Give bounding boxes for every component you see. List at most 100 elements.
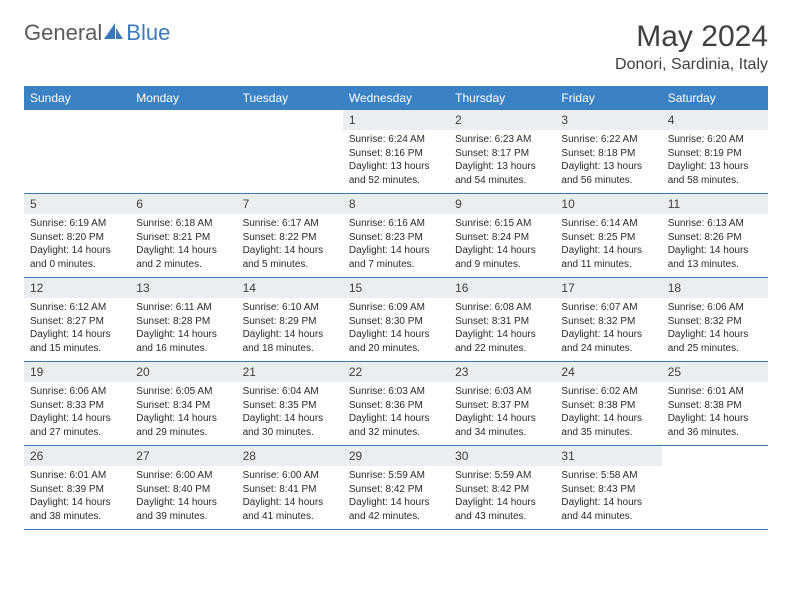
week-row: 5Sunrise: 6:19 AMSunset: 8:20 PMDaylight… — [24, 194, 768, 278]
week-row: 19Sunrise: 6:06 AMSunset: 8:33 PMDayligh… — [24, 362, 768, 446]
sunrise-text: Sunrise: 6:06 AM — [668, 301, 762, 315]
day-content: Sunrise: 5:58 AMSunset: 8:43 PMDaylight:… — [555, 466, 661, 529]
daylight-text: Daylight: 14 hours and 20 minutes. — [349, 328, 443, 355]
daylight-text: Daylight: 14 hours and 35 minutes. — [561, 412, 655, 439]
daylight-text: Daylight: 14 hours and 9 minutes. — [455, 244, 549, 271]
day-number: 31 — [555, 446, 661, 466]
sunset-text: Sunset: 8:20 PM — [30, 231, 124, 245]
day-content: Sunrise: 6:15 AMSunset: 8:24 PMDaylight:… — [449, 214, 555, 277]
sunrise-text: Sunrise: 6:01 AM — [30, 469, 124, 483]
day-cell: 6 Sunrise: 6:18 AMSunset: 8:21 PMDaylight… — [130, 194, 236, 277]
day-cell: 2Sunrise: 6:23 AMSunset: 8:17 PMDaylight… — [449, 110, 555, 193]
daylight-text: Daylight: 14 hours and 16 minutes. — [136, 328, 230, 355]
day-number: 4 — [662, 110, 768, 130]
sunset-text: Sunset: 8:22 PM — [243, 231, 337, 245]
calendar: SundayMondayTuesdayWednesdayThursdayFrid… — [24, 86, 768, 530]
day-content: Sunrise: 6:01 AMSunset: 8:38 PMDaylight:… — [662, 382, 768, 445]
sunrise-text: Sunrise: 6:20 AM — [668, 133, 762, 147]
day-content: Sunrise: 6:17 AMSunset: 8:22 PMDaylight:… — [237, 214, 343, 277]
day-cell: 25Sunrise: 6:01 AMSunset: 8:38 PMDayligh… — [662, 362, 768, 445]
day-content: Sunrise: 6:08 AMSunset: 8:31 PMDaylight:… — [449, 298, 555, 361]
day-content: Sunrise: 6:00 AMSunset: 8:40 PMDaylight:… — [130, 466, 236, 529]
sunset-text: Sunset: 8:31 PM — [455, 315, 549, 329]
sunset-text: Sunset: 8:27 PM — [30, 315, 124, 329]
day-content: Sunrise: 6:19 AMSunset: 8:20 PMDaylight:… — [24, 214, 130, 277]
daylight-text: Daylight: 14 hours and 5 minutes. — [243, 244, 337, 271]
sunrise-text: Sunrise: 6:15 AM — [455, 217, 549, 231]
day-cell: 4Sunrise: 6:20 AMSunset: 8:19 PMDaylight… — [662, 110, 768, 193]
sunrise-text: Sunrise: 6:24 AM — [349, 133, 443, 147]
sunrise-text: Sunrise: 6:04 AM — [243, 385, 337, 399]
daylight-text: Daylight: 14 hours and 0 minutes. — [30, 244, 124, 271]
week-row: 1Sunrise: 6:24 AMSunset: 8:16 PMDaylight… — [24, 110, 768, 194]
day-cell: 17Sunrise: 6:07 AMSunset: 8:32 PMDayligh… — [555, 278, 661, 361]
sunset-text: Sunset: 8:19 PM — [668, 147, 762, 161]
daylight-text: Daylight: 14 hours and 36 minutes. — [668, 412, 762, 439]
day-content: Sunrise: 6:13 AMSunset: 8:26 PMDaylight:… — [662, 214, 768, 277]
sunrise-text: Sunrise: 6:03 AM — [349, 385, 443, 399]
weekday-header: Saturday — [662, 86, 768, 110]
sunset-text: Sunset: 8:24 PM — [455, 231, 549, 245]
day-cell: 10Sunrise: 6:14 AMSunset: 8:25 PMDayligh… — [555, 194, 661, 277]
sunset-text: Sunset: 8:16 PM — [349, 147, 443, 161]
sunset-text: Sunset: 8:39 PM — [30, 483, 124, 497]
daylight-text: Daylight: 14 hours and 13 minutes. — [668, 244, 762, 271]
daylight-text: Daylight: 13 hours and 56 minutes. — [561, 160, 655, 187]
day-cell: 18Sunrise: 6:06 AMSunset: 8:32 PMDayligh… — [662, 278, 768, 361]
daylight-text: Daylight: 14 hours and 42 minutes. — [349, 496, 443, 523]
sunrise-text: Sunrise: 6:10 AM — [243, 301, 337, 315]
logo-text-general: General — [24, 20, 102, 46]
daylight-text: Daylight: 14 hours and 11 minutes. — [561, 244, 655, 271]
location: Donori, Sardinia, Italy — [615, 56, 768, 74]
sunset-text: Sunset: 8:42 PM — [455, 483, 549, 497]
sunset-text: Sunset: 8:36 PM — [349, 399, 443, 413]
sunrise-text: Sunrise: 6:12 AM — [30, 301, 124, 315]
day-cell — [24, 110, 130, 193]
day-number: 29 — [343, 446, 449, 466]
sunset-text: Sunset: 8:28 PM — [136, 315, 230, 329]
day-content: Sunrise: 6:00 AMSunset: 8:41 PMDaylight:… — [237, 466, 343, 529]
daylight-text: Daylight: 14 hours and 2 minutes. — [136, 244, 230, 271]
day-cell: 7Sunrise: 6:17 AMSunset: 8:22 PMDaylight… — [237, 194, 343, 277]
sunset-text: Sunset: 8:18 PM — [561, 147, 655, 161]
day-content: Sunrise: 6:07 AMSunset: 8:32 PMDaylight:… — [555, 298, 661, 361]
day-content: Sunrise: 6:10 AMSunset: 8:29 PMDaylight:… — [237, 298, 343, 361]
sunset-text: Sunset: 8:33 PM — [30, 399, 124, 413]
sunrise-text: Sunrise: 6:09 AM — [349, 301, 443, 315]
day-cell: 12Sunrise: 6:12 AMSunset: 8:27 PMDayligh… — [24, 278, 130, 361]
sunrise-text: Sunrise: 6:19 AM — [30, 217, 124, 231]
sunset-text: Sunset: 8:21 PM — [136, 231, 230, 245]
day-content: Sunrise: 6:05 AMSunset: 8:34 PMDaylight:… — [130, 382, 236, 445]
day-cell — [130, 110, 236, 193]
day-number: 18 — [662, 278, 768, 298]
sunrise-text: Sunrise: 6:00 AM — [243, 469, 337, 483]
daylight-text: Daylight: 14 hours and 22 minutes. — [455, 328, 549, 355]
day-cell: 13Sunrise: 6:11 AMSunset: 8:28 PMDayligh… — [130, 278, 236, 361]
day-content: Sunrise: 6:09 AMSunset: 8:30 PMDaylight:… — [343, 298, 449, 361]
day-content: Sunrise: 5:59 AMSunset: 8:42 PMDaylight:… — [449, 466, 555, 529]
day-number: 6 — [130, 194, 236, 214]
sunrise-text: Sunrise: 6:14 AM — [561, 217, 655, 231]
day-cell: 30Sunrise: 5:59 AMSunset: 8:42 PMDayligh… — [449, 446, 555, 529]
day-cell: 29 Sunrise: 5:59 AMSunset: 8:42 PMDayligh… — [343, 446, 449, 529]
sunset-text: Sunset: 8:38 PM — [668, 399, 762, 413]
day-cell — [237, 110, 343, 193]
day-number: 19 — [24, 362, 130, 382]
daylight-text: Daylight: 14 hours and 25 minutes. — [668, 328, 762, 355]
daylight-text: Daylight: 14 hours and 29 minutes. — [136, 412, 230, 439]
weekday-header: Tuesday — [237, 86, 343, 110]
sunset-text: Sunset: 8:38 PM — [561, 399, 655, 413]
day-cell: 5Sunrise: 6:19 AMSunset: 8:20 PMDaylight… — [24, 194, 130, 277]
day-cell: 15Sunrise: 6:09 AMSunset: 8:30 PMDayligh… — [343, 278, 449, 361]
day-cell: 1Sunrise: 6:24 AMSunset: 8:16 PMDaylight… — [343, 110, 449, 193]
sunrise-text: Sunrise: 6:13 AM — [668, 217, 762, 231]
sunrise-text: Sunrise: 5:59 AM — [349, 469, 443, 483]
daylight-text: Daylight: 14 hours and 38 minutes. — [30, 496, 124, 523]
day-cell: 26Sunrise: 6:01 AMSunset: 8:39 PMDayligh… — [24, 446, 130, 529]
daylight-text: Daylight: 14 hours and 32 minutes. — [349, 412, 443, 439]
logo: General Blue — [24, 20, 170, 46]
sunset-text: Sunset: 8:42 PM — [349, 483, 443, 497]
day-content: Sunrise: 6:22 AMSunset: 8:18 PMDaylight:… — [555, 130, 661, 193]
sunrise-text: Sunrise: 6:18 AM — [136, 217, 230, 231]
day-number: 22 — [343, 362, 449, 382]
